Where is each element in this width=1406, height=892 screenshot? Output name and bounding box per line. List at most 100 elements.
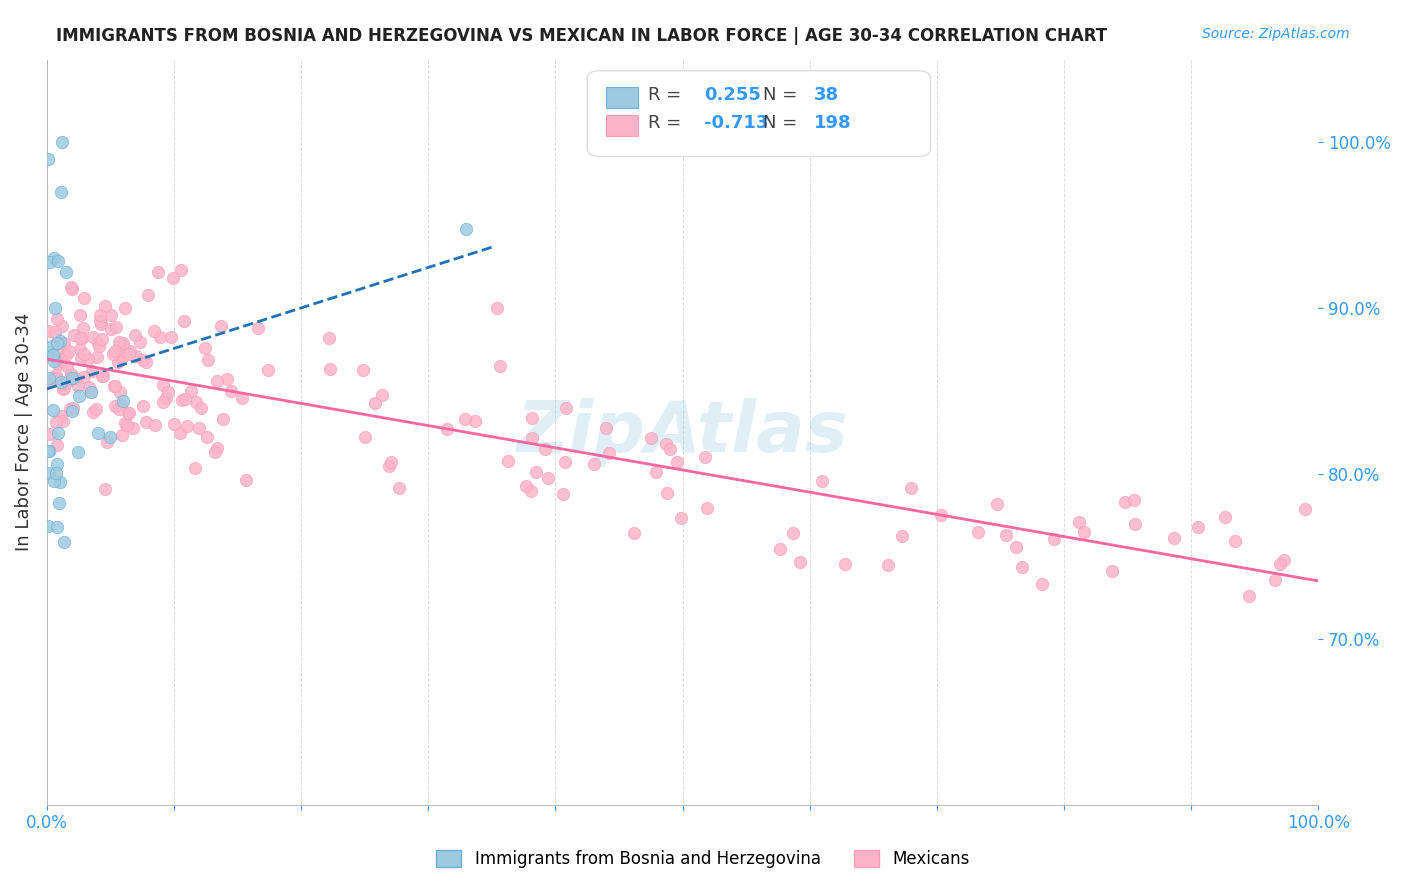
Point: [69, 343, 91, 357]
Point: [87, 425, 110, 440]
Point: [142, 324, 165, 338]
Point: [60, 371, 83, 385]
Point: [520, 431, 543, 445]
Point: [1270, 557, 1292, 571]
Point: [44, 301, 66, 315]
Point: [117, 406, 139, 420]
Point: [45, 520, 67, 534]
Point: [114, 417, 136, 431]
Point: [132, 353, 155, 368]
Point: [112, 343, 135, 358]
Point: [55, 348, 77, 362]
Point: [554, 401, 576, 415]
Point: [37, 443, 59, 458]
Point: [1187, 520, 1209, 534]
Point: [1123, 516, 1146, 531]
Point: [72, 321, 94, 335]
Point: [111, 336, 134, 351]
Point: [51, 318, 73, 333]
Point: [834, 557, 856, 571]
Point: [62, 282, 84, 296]
Point: [67, 445, 90, 459]
Point: [44, 474, 66, 488]
Point: [209, 319, 232, 334]
Point: [93, 368, 115, 383]
Point: [149, 330, 172, 344]
Point: [318, 331, 340, 345]
Point: [163, 417, 186, 431]
Point: [174, 392, 197, 406]
Point: [655, 486, 678, 500]
Point: [695, 450, 717, 465]
Point: [37, 519, 59, 533]
Point: [195, 430, 218, 444]
Point: [1294, 502, 1316, 516]
Text: R =: R =: [648, 86, 688, 103]
Point: [156, 385, 179, 400]
Point: [39, 255, 62, 269]
Point: [162, 271, 184, 285]
Text: 198: 198: [814, 114, 851, 132]
Point: [193, 342, 215, 356]
Point: [183, 461, 205, 475]
Point: [184, 395, 207, 409]
Point: [1123, 492, 1146, 507]
Text: ZipAtlas: ZipAtlas: [517, 398, 848, 467]
Point: [118, 347, 141, 361]
Point: [456, 222, 478, 236]
Point: [38, 371, 60, 385]
Point: [45, 415, 67, 429]
Point: [87, 339, 110, 353]
Point: [219, 384, 242, 398]
Point: [56, 359, 79, 373]
Point: [112, 393, 135, 408]
Point: [62, 401, 84, 416]
Point: [170, 262, 193, 277]
Point: [644, 465, 666, 479]
Point: [1005, 540, 1028, 554]
Point: [122, 420, 145, 434]
Point: [51, 136, 73, 150]
Point: [89, 314, 111, 328]
Point: [231, 392, 253, 406]
Point: [42, 349, 65, 363]
Text: N =: N =: [762, 114, 803, 132]
Point: [107, 335, 129, 350]
Point: [1114, 494, 1136, 508]
Point: [364, 396, 387, 410]
Point: [152, 395, 174, 409]
Point: [80, 384, 103, 399]
Point: [994, 528, 1017, 542]
Point: [486, 301, 509, 315]
Point: [1031, 577, 1053, 591]
Point: [46, 312, 69, 326]
Point: [93, 299, 115, 313]
Bar: [606, 87, 638, 108]
Point: [377, 458, 399, 473]
Point: [73, 370, 96, 384]
Point: [104, 344, 127, 359]
Point: [246, 320, 269, 334]
Point: [37, 152, 59, 166]
FancyBboxPatch shape: [588, 70, 931, 156]
Point: [1225, 534, 1247, 549]
Point: [45, 368, 67, 382]
Point: [159, 330, 181, 344]
Point: [60, 404, 83, 418]
Point: [37, 344, 59, 359]
Point: [44, 325, 66, 339]
Point: [86, 336, 108, 351]
Point: [45, 466, 67, 480]
Point: [52, 534, 75, 549]
Point: [114, 301, 136, 315]
Point: [110, 398, 132, 412]
Point: [537, 471, 560, 485]
Point: [659, 442, 682, 456]
Point: [1067, 515, 1090, 529]
Point: [69, 330, 91, 344]
Point: [188, 420, 211, 434]
Point: [52, 383, 75, 397]
Point: [60, 279, 83, 293]
Point: [107, 355, 129, 369]
Point: [96, 435, 118, 450]
